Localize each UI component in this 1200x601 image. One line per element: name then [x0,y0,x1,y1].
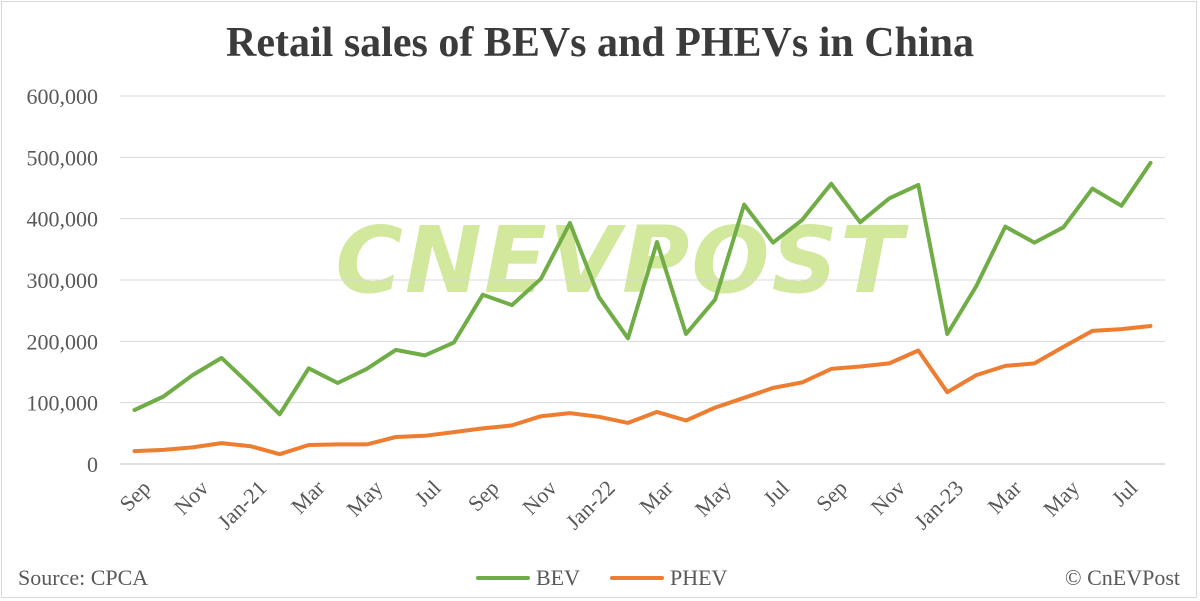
x-tick-label: Sep [811,475,852,516]
y-tick-label: 100,000 [27,391,99,416]
watermark-logo: CNEVPOST [335,207,908,314]
x-tick-label: Sep [463,475,504,516]
y-tick-label: 600,000 [27,84,99,109]
x-tick-label: Jan-23 [909,475,968,534]
x-tick-label: Mar [634,475,678,519]
y-tick-label: 200,000 [27,329,99,354]
x-tick-label: May [1038,475,1084,521]
gridlines [120,95,1165,465]
x-tick-label: Mar [983,475,1027,519]
source-note: Source: CPCA [18,565,148,590]
legend: BEV PHEV [476,565,728,590]
y-tick-label: 400,000 [27,207,99,232]
x-tick-label: Jan-21 [212,475,271,534]
y-axis-ticks: 0 100,000 200,000 300,000 400,000 500,000 600,… [27,84,99,477]
x-tick-label: May [690,475,736,521]
x-tick-label: Jul [1106,475,1142,511]
series-lines [132,160,1153,457]
legend-label-bev: BEV [536,565,580,590]
y-tick-label: 500,000 [27,145,99,170]
legend-label-phev: PHEV [670,565,728,590]
x-tick-label: Mar [286,475,330,519]
copyright-note: © CnEVPost [1065,565,1180,590]
x-tick-label: Sep [114,475,155,516]
x-tick-label: Nov [517,475,561,519]
x-tick-label: Jul [758,475,794,511]
x-tick-label: May [341,475,387,521]
x-tick-label: Jan-22 [561,475,620,534]
series-line-phev [132,324,1153,457]
x-tick-label: Nov [866,475,910,519]
y-tick-label: 300,000 [27,268,99,293]
x-tick-label: Jul [410,475,446,511]
x-tick-label: Nov [169,475,213,519]
chart-title: Retail sales of BEVs and PHEVs in China [226,20,974,66]
series-line-bev [132,160,1153,417]
y-tick-label: 0 [87,452,98,477]
